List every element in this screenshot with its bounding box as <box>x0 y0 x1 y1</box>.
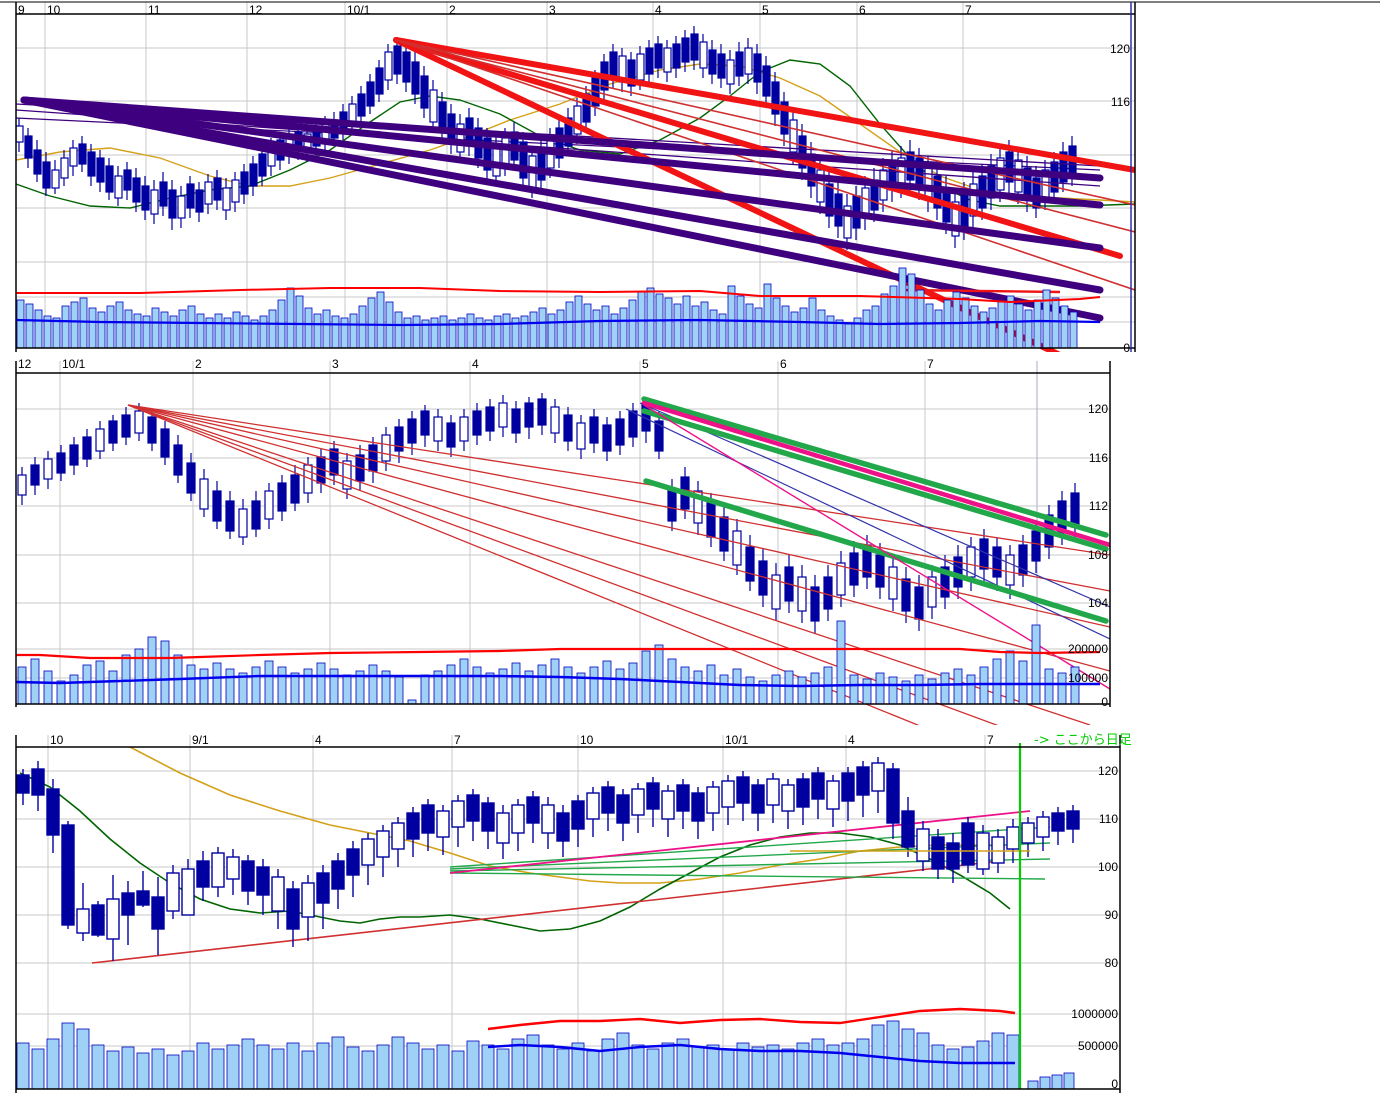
upper-volume-ma-red <box>16 287 1101 304</box>
middle-volume-ma-blue <box>16 674 1100 688</box>
middle-volume-ma-red <box>16 647 1101 660</box>
middle-ytick-vol-0: 0 <box>1101 695 1108 709</box>
lower-ytick-vol-500000: 500000 <box>1077 1039 1118 1053</box>
upper-xtick-2: 11 <box>148 3 161 17</box>
lower-volume <box>16 1007 1075 1090</box>
upper-xtick-6: 3 <box>549 3 556 17</box>
upper-red-marker <box>899 288 1061 294</box>
lower-ytick-vol-0: 0 <box>1111 1077 1118 1091</box>
lower-ytick-100: 100 <box>1097 860 1118 874</box>
upper-xtick-0: 9 <box>18 3 25 17</box>
upper-purple-fan <box>20 96 1104 322</box>
lower-magenta-line <box>449 810 1031 874</box>
upper-volume-ma-blue <box>16 318 1101 327</box>
lower-xtick-2: 4 <box>315 733 322 747</box>
lower-xtick-4: 10 <box>580 733 594 747</box>
daily-mode-annotation: -> ここから日足 <box>1034 733 1132 748</box>
middle-volume <box>16 620 1101 705</box>
upper-xtick-9: 6 <box>859 3 866 17</box>
upper-ytick-116: 116 <box>1110 95 1130 109</box>
lower-ytick-vol-1000000: 1000000 <box>1071 1007 1118 1021</box>
middle-candlesticks <box>17 393 1080 633</box>
middle-ytick-108: 108 <box>1087 548 1108 562</box>
lower-ytick-80: 80 <box>1104 956 1118 970</box>
middle-ytick-116: 116 <box>1088 451 1108 465</box>
upper-xtick-3: 12 <box>249 3 263 17</box>
upper-xtick-10: 7 <box>965 3 972 17</box>
lower-ytick-120: 120 <box>1097 764 1118 778</box>
middle-xtick-2: 2 <box>195 357 202 371</box>
lower-chart-panel[interactable]: 10 9/1 4 7 10 10/1 4 7 -> ここから日足 120 110… <box>0 733 1380 1114</box>
middle-xtick-7: 7 <box>927 357 934 371</box>
lower-xtick-6: 4 <box>848 733 855 747</box>
lower-candlesticks <box>16 757 1080 961</box>
panel-divider-2 <box>0 730 1380 733</box>
upper-xtick-8: 5 <box>762 3 769 17</box>
upper-ma-olive <box>16 63 1135 203</box>
lower-chart-canvas[interactable] <box>0 733 1380 1114</box>
lower-volume-ma-blue <box>487 1043 1015 1065</box>
lower-ytick-110: 110 <box>1098 812 1118 826</box>
middle-chart-frame <box>15 361 1111 707</box>
upper-xtick-7: 4 <box>655 3 662 17</box>
middle-ytick-vol-200000: 200000 <box>1067 642 1108 656</box>
middle-ytick-112: 112 <box>1088 499 1108 513</box>
middle-chart-panel[interactable]: 12 10/1 2 3 4 5 6 7 120 116 112 108 104 … <box>0 357 1380 730</box>
lower-chart-frame <box>15 735 1121 1093</box>
lower-xtick-1: 9/1 <box>192 733 209 747</box>
lower-xtick-5: 10/1 <box>725 733 749 747</box>
upper-chart-panel[interactable]: 9 10 11 12 10/1 2 3 4 5 6 7 120 116 0 <box>0 0 1380 356</box>
upper-xtick-1: 10 <box>47 3 61 17</box>
upper-volume <box>16 267 1101 349</box>
middle-xtick-6: 6 <box>780 357 787 371</box>
upper-chart-frame <box>0 1 1380 352</box>
lower-xtick-0: 10 <box>50 733 64 747</box>
lower-red-support <box>91 860 1001 964</box>
middle-xtick-4: 4 <box>472 357 479 371</box>
lower-ytick-90: 90 <box>1104 908 1118 922</box>
middle-blue-thin-lines <box>625 402 1110 640</box>
panel-divider-1 <box>0 356 1380 359</box>
lower-volume-ma-red <box>487 1007 1016 1031</box>
upper-ytick-vol-0: 0 <box>1123 341 1130 355</box>
middle-green-channel <box>641 396 1109 624</box>
upper-chart-canvas[interactable] <box>0 0 1380 356</box>
middle-chart-canvas[interactable] <box>0 359 1380 730</box>
middle-red-fan <box>127 404 1110 725</box>
lower-xtick-3: 7 <box>454 733 461 747</box>
middle-ytick-vol-100000: 100000 <box>1067 671 1108 685</box>
middle-xtick-0: 12 <box>18 357 32 371</box>
middle-ytick-120: 120 <box>1087 402 1108 416</box>
lower-xtick-7: 7 <box>987 733 994 747</box>
upper-xtick-4: 10/1 <box>347 3 371 17</box>
lower-ma-green-2 <box>19 772 1011 932</box>
upper-xtick-5: 2 <box>449 3 456 17</box>
middle-xtick-1: 10/1 <box>62 357 86 371</box>
middle-ytick-104: 104 <box>1087 596 1108 610</box>
middle-xtick-5: 5 <box>642 357 649 371</box>
upper-ytick-120: 120 <box>1109 42 1130 56</box>
middle-xtick-3: 3 <box>332 357 339 371</box>
